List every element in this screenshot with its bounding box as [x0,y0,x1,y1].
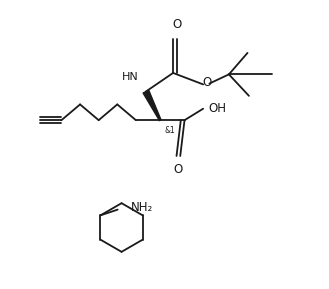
Text: O: O [173,163,183,176]
Text: &1: &1 [164,127,175,136]
Text: O: O [172,18,181,32]
Text: NH₂: NH₂ [131,201,153,214]
Text: O: O [202,76,212,89]
Polygon shape [143,90,161,121]
Text: OH: OH [209,102,227,115]
Text: HN: HN [122,72,139,82]
